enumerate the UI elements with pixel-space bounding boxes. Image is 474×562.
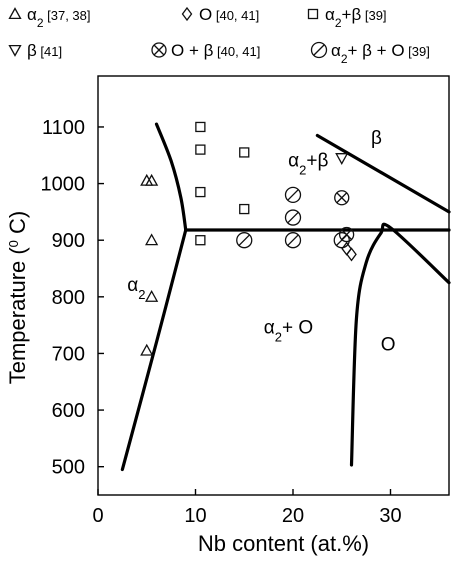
legend-item: β [41] xyxy=(8,41,62,60)
legend-marker-diamond xyxy=(181,6,193,22)
legend-label: O [40, 41] xyxy=(199,5,259,24)
phase-boundary-line xyxy=(154,122,188,232)
legend-label: β [41] xyxy=(27,41,62,60)
legend-marker-circleslash xyxy=(310,41,328,59)
data-point-square xyxy=(195,186,206,198)
y-tick-label: 700 xyxy=(52,343,85,365)
data-point-circleslash xyxy=(236,232,253,249)
data-point-square xyxy=(195,144,206,155)
y-tick-label: 500 xyxy=(52,457,85,479)
legend-label: α2+β [39] xyxy=(325,5,387,30)
y-tick-label: 1100 xyxy=(42,117,85,139)
legend-label: O + β [40, 41] xyxy=(171,41,260,60)
x-tick-label: 20 xyxy=(282,505,304,527)
plot-frame xyxy=(97,75,450,496)
region-label: α2+ O xyxy=(264,318,313,345)
x-axis: 0 10 20 30 xyxy=(92,489,402,527)
region-label: α2 xyxy=(127,275,145,302)
phase-boundary-line xyxy=(315,133,451,214)
data-point-circleslash xyxy=(284,209,302,226)
legend-item: α2 [37, 38] xyxy=(8,5,91,30)
y-tick-label: 1000 xyxy=(41,174,86,196)
data-point-circleslash xyxy=(333,232,350,249)
legend-label: α2 [37, 38] xyxy=(27,5,91,30)
region-label: O xyxy=(381,335,396,356)
data-point-triangle xyxy=(145,233,159,246)
phase-boundary-line xyxy=(349,222,451,467)
legend-marker-square xyxy=(307,8,319,20)
data-point-circleslash xyxy=(284,186,302,204)
legend-label: α2+ β + O [39] xyxy=(331,41,430,66)
data-point-square xyxy=(195,121,206,133)
data-markers xyxy=(140,121,357,356)
legend-item: O + β [40, 41] xyxy=(151,41,260,60)
data-point-diamond xyxy=(346,247,357,262)
legend-marker-triangle xyxy=(8,7,22,20)
legend-marker-invtriangle xyxy=(8,44,22,57)
y-axis: 500 600 700 800 900 1000 1100 xyxy=(41,117,104,479)
legend-item: O [40, 41] xyxy=(181,5,259,24)
legend-item: α2+β [39] xyxy=(307,5,387,30)
data-point-diamond xyxy=(341,241,352,256)
legend-item: α2+ β + O [39] xyxy=(310,41,430,66)
data-point-triangle xyxy=(145,289,159,302)
phase-boundaries xyxy=(120,122,451,472)
x-axis-title: Nb content (at.%) xyxy=(198,531,369,556)
region-label: β xyxy=(371,128,382,149)
x-tick-label: 0 xyxy=(92,505,103,527)
legend-marker-circlex xyxy=(151,42,167,58)
data-point-triangle xyxy=(145,173,159,186)
data-point-circlex xyxy=(334,190,350,206)
legend: α2 [37, 38] O [40, 41] α2+β [39] β [41] O + … xyxy=(8,5,430,66)
region-labels: α2+β β α2 α2+ O O xyxy=(127,128,395,356)
y-tick-label: 800 xyxy=(52,287,85,309)
y-axis-title: Temperature (0 C) xyxy=(5,211,30,385)
data-point-square xyxy=(195,235,206,246)
data-point-triangle xyxy=(140,343,154,356)
y-tick-label: 600 xyxy=(52,400,85,422)
y-tick-label: 900 xyxy=(52,230,85,252)
region-label: α2+β xyxy=(288,151,328,178)
data-point-invtriangle xyxy=(335,153,349,165)
data-point-square xyxy=(239,147,250,158)
data-point-circleslash xyxy=(284,232,302,249)
x-tick-label: 30 xyxy=(379,505,401,527)
phase-boundary-line xyxy=(120,228,188,472)
x-tick-label: 10 xyxy=(184,505,206,527)
data-point-square xyxy=(239,203,250,215)
